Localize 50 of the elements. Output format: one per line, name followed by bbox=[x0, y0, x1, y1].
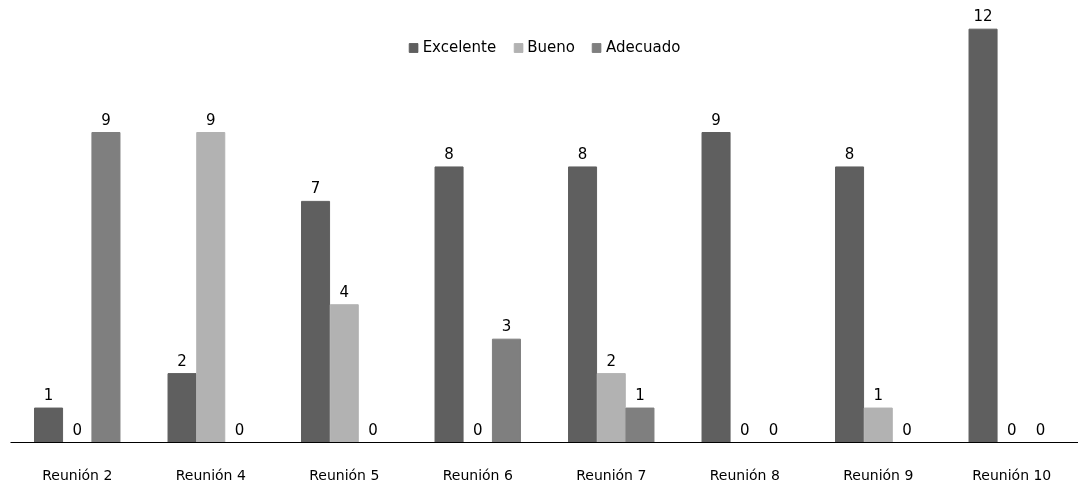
legend-label: Adecuado bbox=[605, 38, 681, 56]
legend-label: Excelente bbox=[422, 38, 497, 56]
bar bbox=[701, 132, 731, 443]
bar bbox=[34, 407, 64, 443]
bar bbox=[329, 304, 359, 443]
data-label: 0 bbox=[234, 420, 245, 439]
bar bbox=[625, 407, 655, 443]
data-label: 0 bbox=[902, 420, 912, 439]
x-tick-label: Reunión 7 bbox=[576, 466, 647, 483]
data-label: 8 bbox=[444, 144, 454, 163]
data-label: 2 bbox=[606, 351, 617, 370]
data-label: 0 bbox=[768, 420, 779, 439]
data-label: 12 bbox=[973, 7, 993, 26]
data-label: 0 bbox=[1006, 420, 1017, 439]
data-label: 8 bbox=[577, 144, 588, 163]
data-label: 1 bbox=[873, 386, 884, 405]
data-label: 9 bbox=[711, 110, 721, 129]
data-label: 1 bbox=[635, 386, 645, 405]
bar bbox=[196, 132, 226, 443]
data-label: 1 bbox=[43, 386, 54, 405]
legend-label: Bueno bbox=[527, 38, 575, 56]
x-tick-label: Reunión 9 bbox=[843, 466, 914, 483]
x-tick-label: Reunión 4 bbox=[175, 466, 246, 483]
bar bbox=[835, 166, 865, 443]
data-label: 2 bbox=[177, 351, 187, 370]
x-tick-label: Reunión 2 bbox=[42, 466, 113, 483]
bar bbox=[596, 373, 626, 443]
bar bbox=[568, 166, 598, 443]
x-tick-label: Reunión 6 bbox=[442, 466, 513, 483]
x-tick-label: Reunión 10 bbox=[972, 466, 1052, 483]
x-tick-label: Reunión 8 bbox=[709, 466, 780, 483]
x-tick-label: Reunión 5 bbox=[309, 466, 380, 483]
data-label: 0 bbox=[72, 420, 83, 439]
bar bbox=[167, 373, 197, 443]
data-label: 0 bbox=[368, 420, 378, 439]
data-label: 0 bbox=[739, 420, 750, 439]
data-label: 0 bbox=[472, 420, 483, 439]
data-label: 9 bbox=[101, 110, 111, 129]
bar bbox=[434, 166, 464, 443]
bar bbox=[968, 28, 998, 443]
bar bbox=[91, 132, 121, 443]
data-label: 3 bbox=[501, 317, 512, 336]
data-label: 8 bbox=[844, 144, 855, 163]
data-label: 0 bbox=[1035, 420, 1046, 439]
data-label: 9 bbox=[205, 110, 216, 129]
data-label: 7 bbox=[310, 179, 321, 198]
bar bbox=[491, 338, 521, 443]
data-label: 4 bbox=[339, 282, 350, 301]
bar bbox=[863, 407, 893, 443]
bar bbox=[301, 200, 331, 443]
